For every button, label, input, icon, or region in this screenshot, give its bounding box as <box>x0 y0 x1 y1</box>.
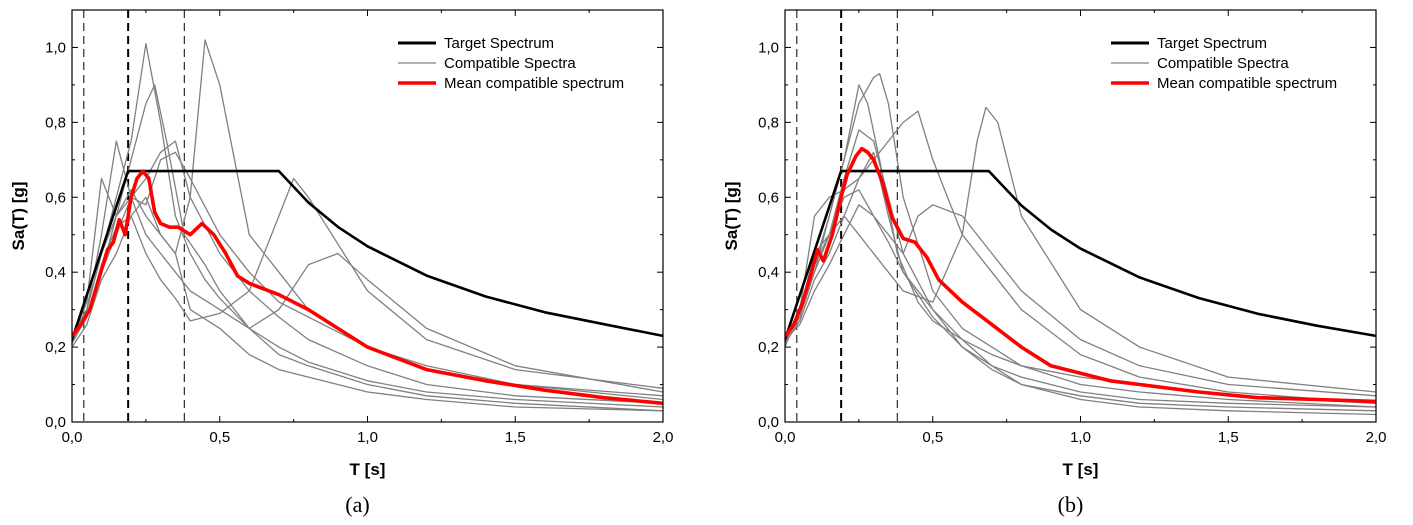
x-tick-label: 2,0 <box>653 429 674 446</box>
target-spectrum-line <box>785 169 1376 341</box>
y-tick-label: 0,0 <box>45 414 66 431</box>
x-tick-label: 1,5 <box>505 429 526 446</box>
chart-a: 0,0 0,5 1,0 1,5 2,0 0,0 0,2 0,4 0,6 0,8 1,0 T [s] Sa… <box>9 9 674 517</box>
x-tick-label: 1,5 <box>1218 429 1239 446</box>
compatible-spectrum-line <box>785 189 1376 397</box>
legend-label: Mean compatible spectrum <box>444 75 624 92</box>
y-tick-label: 1,0 <box>758 39 779 56</box>
y-tick-label: 0,2 <box>45 339 66 356</box>
compatible-spectrum-line <box>785 84 1376 404</box>
y-tick-label: 0,4 <box>45 264 66 281</box>
x-tick-label: 0,5 <box>209 429 230 446</box>
compatible-spectrum-line <box>72 140 663 404</box>
legend: Target Spectrum Compatible Spectra Mean co… <box>398 35 624 92</box>
x-tick-label: 1,0 <box>357 429 378 446</box>
x-axis-label: T [s] <box>350 460 386 479</box>
plot-frame <box>784 9 1377 423</box>
compatible-spectrum-line <box>785 110 1376 404</box>
legend-label: Target Spectrum <box>444 35 554 52</box>
mean-spectrum-line <box>72 169 663 406</box>
legend-label: Compatible Spectra <box>444 55 576 72</box>
compatible-spectrum-line <box>785 204 1376 412</box>
legend-label: Mean compatible spectrum <box>1157 75 1337 92</box>
x-tick-label: 0,0 <box>775 429 796 446</box>
x-tick-label: 0,0 <box>62 429 83 446</box>
x-axis-label: T [s] <box>1063 460 1099 479</box>
chart-panel-b: 0,0 0,5 1,0 1,5 2,0 0,0 0,2 0,4 0,6 0,8 1,0 T [s] Sa… <box>713 0 1413 525</box>
compatible-spectrum-line <box>785 129 1376 408</box>
compatible-spectrum-line <box>72 43 663 408</box>
compatible-spectrum-line <box>785 151 1376 416</box>
plot-area <box>72 10 663 422</box>
plot-frame <box>71 9 664 423</box>
target-spectrum-line <box>72 169 663 341</box>
legend-label: Compatible Spectra <box>1157 55 1289 72</box>
plot-area <box>785 10 1376 422</box>
x-tick-label: 2,0 <box>1366 429 1387 446</box>
figure-caption: (a) <box>345 492 369 517</box>
y-tick-label: 0,4 <box>758 264 779 281</box>
compatible-spectrum-line <box>72 151 663 397</box>
legend: Target Spectrum Compatible Spectra Mean co… <box>1111 35 1337 92</box>
y-tick-label: 0,2 <box>758 339 779 356</box>
y-tick-label: 1,0 <box>45 39 66 56</box>
chart-b: 0,0 0,5 1,0 1,5 2,0 0,0 0,2 0,4 0,6 0,8 1,0 T [s] Sa… <box>722 9 1387 517</box>
legend-label: Target Spectrum <box>1157 35 1267 52</box>
x-tick-label: 1,0 <box>1070 429 1091 446</box>
compatible-spectrum-line <box>72 196 663 412</box>
chart-panel-a: 0,0 0,5 1,0 1,5 2,0 0,0 0,2 0,4 0,6 0,8 1,0 T [s] Sa… <box>0 0 700 525</box>
y-tick-label: 0,6 <box>758 189 779 206</box>
y-tick-label: 0,6 <box>45 189 66 206</box>
y-tick-label: 0,8 <box>758 114 779 131</box>
compatible-spectrum-line <box>72 84 663 412</box>
compatible-spectrum-line <box>72 140 663 393</box>
y-axis-label: Sa(T) [g] <box>9 182 28 251</box>
mean-spectrum-line <box>785 146 1376 404</box>
x-tick-label: 0,5 <box>922 429 943 446</box>
y-tick-label: 0,0 <box>758 414 779 431</box>
y-tick-label: 0,8 <box>45 114 66 131</box>
compatible-spectrum-line <box>785 73 1376 408</box>
y-axis-label: Sa(T) [g] <box>722 182 741 251</box>
compatible-spectrum-line <box>72 177 663 389</box>
figure-caption: (b) <box>1058 492 1084 517</box>
